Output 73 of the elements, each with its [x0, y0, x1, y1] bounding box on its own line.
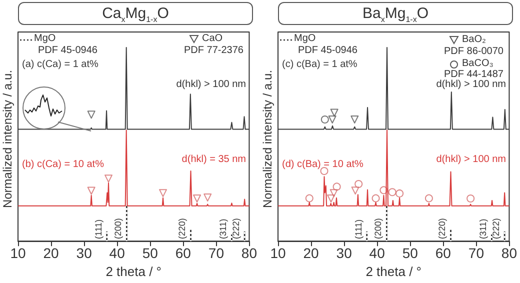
x-tick-label: 70: [208, 245, 224, 262]
point: [354, 180, 363, 188]
annotation: PDF 44-1487: [444, 69, 504, 80]
x-tick-label: 70: [468, 245, 484, 262]
point: [388, 188, 396, 196]
annotation: (111): [93, 219, 104, 240]
point: [380, 186, 388, 194]
x-tick-label: 50: [402, 245, 418, 262]
point: [351, 186, 360, 195]
legend-label: MgO: [34, 33, 56, 45]
point: [396, 189, 404, 198]
annotation: (220): [437, 218, 448, 240]
point: [424, 194, 433, 202]
point: [104, 174, 113, 183]
legend-label: BaCO₃: [462, 58, 494, 70]
point: [330, 189, 338, 198]
text: (a) c(Ca) = 1 at%: [22, 59, 98, 71]
x-tick-label: 30: [76, 245, 92, 262]
annotation: (311): [478, 218, 488, 240]
point: [320, 167, 328, 176]
legend-label: BaO₂: [462, 34, 486, 46]
x-tick-label: 50: [142, 245, 158, 262]
point: [328, 116, 336, 124]
annotation: PDF 45-0946: [298, 45, 358, 57]
x-tick-label: 20: [303, 245, 320, 262]
point: [193, 194, 202, 203]
x-tick-label: 40: [109, 245, 126, 262]
point: [159, 189, 168, 198]
annotation: d(hkl) > 100 nm: [436, 79, 506, 91]
annotation: (200): [113, 218, 124, 240]
point: [87, 110, 96, 119]
annotation: d(hkl) > 100 nm: [176, 79, 246, 91]
annotation: (200): [373, 218, 384, 240]
annotation: PDF 45-0946: [38, 45, 98, 57]
annotation: (222): [231, 218, 242, 240]
point: [330, 108, 338, 117]
annotation: PDF 86-0070: [444, 46, 504, 58]
annotation: d(hkl) = 35 nm: [182, 154, 246, 166]
x-tick-label: 80: [241, 245, 258, 262]
x-tick-label: 60: [175, 245, 192, 262]
x-tick-label: 10: [10, 245, 26, 262]
y-axis-title: Normalized intensity / a.u.: [260, 68, 274, 210]
text: (c) c(Ba) = 1 at%: [282, 59, 358, 71]
annotation: (220): [177, 218, 188, 240]
series-label: (d) c(Ba) = 10 at%: [282, 159, 364, 171]
point: [372, 194, 380, 202]
annotation: (111): [353, 219, 364, 240]
point: [305, 194, 314, 202]
x-tick-label: 30: [336, 245, 352, 262]
point: [466, 194, 475, 203]
x-tick-label: 20: [43, 245, 60, 262]
point: [327, 194, 336, 203]
point: [350, 116, 359, 124]
point: [332, 182, 341, 191]
point: [87, 186, 96, 195]
x-axis-title: 2 theta / °: [366, 264, 422, 279]
series-label: (b) c(Ca) = 10 at%: [22, 159, 104, 171]
point: [204, 194, 212, 202]
x-tick-label: 80: [501, 245, 518, 262]
y-axis-title: Normalized intensity / a.u.: [0, 68, 14, 210]
chart-title: Ba$_{x}$Mg$_{1-x}$O: [278, 2, 513, 25]
chart-title: Ca$_{x}$Mg$_{1-x}$O: [18, 2, 253, 25]
annotation: PDF 77-2376: [184, 45, 244, 57]
annotation: (311): [218, 218, 228, 240]
x-tick-label: 40: [369, 245, 386, 262]
legend-label: MgO: [294, 33, 316, 45]
annotation: d(hkl) > 100 nm: [436, 154, 506, 166]
x-tick-label: 10: [270, 245, 286, 262]
x-axis-title: 2 theta / °: [106, 264, 162, 279]
x-tick-label: 60: [435, 245, 452, 262]
point: [320, 116, 329, 124]
annotation: (222): [491, 218, 502, 240]
legend-label: CaO: [202, 33, 223, 45]
